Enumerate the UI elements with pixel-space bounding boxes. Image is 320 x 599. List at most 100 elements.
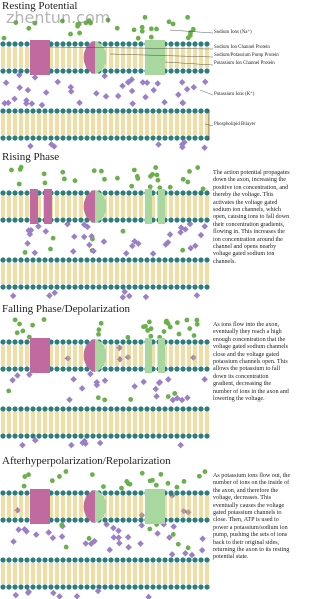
lipid-head — [48, 108, 54, 114]
lipid-head — [114, 257, 120, 263]
lipid-head — [138, 557, 144, 563]
lipid-head — [72, 108, 78, 114]
lipid-head — [90, 257, 96, 263]
lipid-head — [198, 217, 204, 223]
lipid-head — [36, 135, 42, 141]
potassium-ion — [124, 533, 132, 541]
sodium-channel — [30, 338, 50, 373]
sodium-ion — [125, 481, 131, 486]
lipid-head — [114, 584, 120, 590]
lipid-head — [0, 217, 6, 223]
lipid-head — [90, 584, 96, 590]
page: Resting Potential zhentun.com Sodium Ion… — [0, 0, 292, 599]
lipid-head — [120, 366, 126, 372]
lipid-head — [6, 135, 12, 141]
lipid-head — [138, 41, 144, 47]
lipid-head — [198, 68, 204, 74]
lipid-head — [132, 366, 138, 372]
potassium-ion — [26, 231, 34, 238]
lipid-head — [54, 257, 60, 263]
sodium-channel — [30, 489, 50, 524]
lipid-head — [204, 135, 210, 141]
lipid-head — [156, 557, 162, 563]
lipid-head — [132, 217, 138, 223]
lipid-head — [72, 490, 78, 496]
lipid-head — [144, 584, 150, 590]
sodium-ion — [114, 25, 120, 31]
lipid-head — [78, 41, 84, 47]
lipid-head — [120, 284, 126, 290]
lipid-head — [192, 217, 198, 223]
potassium-ion — [102, 93, 110, 100]
lipid-head — [126, 557, 132, 563]
lipid-head — [24, 284, 30, 290]
lipid-head — [174, 190, 180, 196]
lipid-head — [102, 490, 108, 496]
sodium-ion — [50, 235, 56, 241]
lipid-head — [18, 41, 24, 47]
potassium-ion — [128, 87, 136, 95]
lipid-head — [6, 217, 12, 223]
potassium-ion — [142, 293, 150, 301]
sodium-ion — [195, 165, 201, 170]
potassium-ion — [78, 385, 86, 392]
lipid-head — [168, 284, 174, 290]
lipid-head — [150, 433, 156, 439]
sodium-ion — [167, 184, 173, 190]
lipid-head — [126, 584, 132, 590]
lipid-head — [168, 41, 174, 47]
lipid-head — [78, 433, 84, 439]
lipid-head — [120, 433, 126, 439]
lipid-head — [24, 433, 30, 439]
lipid-head — [186, 257, 192, 263]
lipid-head — [66, 68, 72, 74]
lipid-head — [78, 366, 84, 372]
potassium-ion — [76, 99, 83, 106]
lipid-head — [108, 490, 114, 496]
lipid-head — [0, 190, 6, 196]
lipid-head — [204, 406, 210, 412]
lipid-head — [192, 41, 198, 47]
potassium-ion — [11, 95, 18, 103]
potassium-ion — [201, 78, 209, 86]
lipid-head — [180, 108, 186, 114]
lipid-head — [168, 406, 174, 412]
lipid-head — [24, 68, 30, 74]
lipid-head — [18, 135, 24, 141]
potassium-ion — [82, 440, 89, 447]
label: Phospholipid Bilayer — [214, 122, 256, 127]
lipid-head — [132, 584, 138, 590]
lipid-head — [108, 517, 114, 523]
potassium-ion — [80, 233, 88, 241]
potassium-ion — [70, 375, 77, 383]
lipid-head — [114, 433, 120, 439]
potassium-ion — [14, 372, 21, 379]
lipid-head — [132, 257, 138, 263]
lipid-head — [48, 433, 54, 439]
lipid-head — [168, 557, 174, 563]
sodium-ion — [200, 186, 206, 192]
lipid-head — [66, 217, 72, 223]
sodium-ion — [139, 28, 145, 34]
lipid-head — [66, 557, 72, 563]
lipid-head — [60, 217, 66, 223]
lipid-head — [78, 135, 84, 141]
lipid-head — [162, 584, 168, 590]
lipid-head — [204, 584, 210, 590]
description: As potassium ions flow out, the number o… — [213, 473, 291, 561]
lipid-head — [30, 284, 36, 290]
sodium-ion — [18, 164, 24, 170]
sodium-ion — [125, 334, 131, 340]
potassium-ion — [100, 238, 108, 245]
potassium-ion — [71, 233, 78, 240]
sodium-ion — [148, 26, 154, 32]
sodium-ion — [16, 181, 22, 187]
potassium-ion — [137, 540, 144, 547]
lipid-head — [180, 490, 186, 496]
lipid-head — [198, 339, 204, 345]
sodium-ion — [22, 249, 28, 255]
sodium-ion — [91, 168, 97, 174]
lipid-head — [156, 108, 162, 114]
lipid-head — [120, 135, 126, 141]
potassium-ion — [129, 242, 136, 250]
